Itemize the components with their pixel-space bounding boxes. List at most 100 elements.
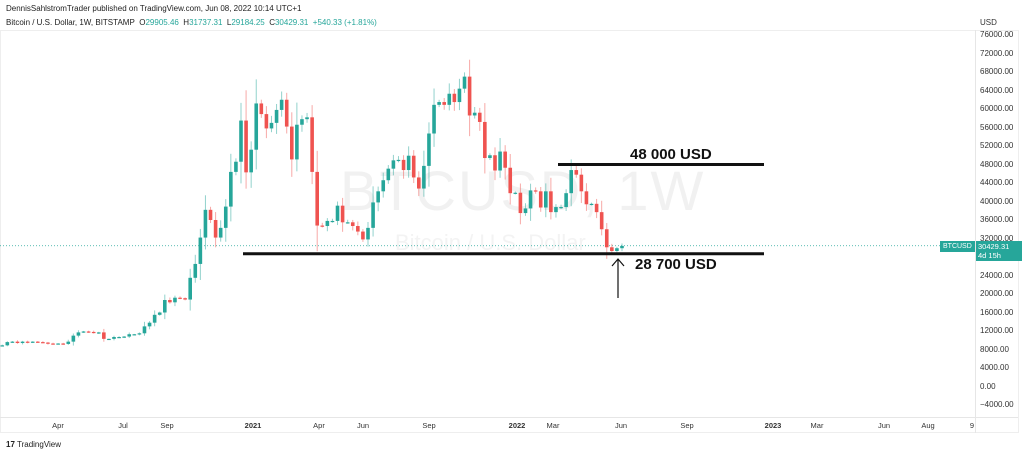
- candle: [91, 331, 96, 334]
- time-axis-label: Jun: [614, 421, 628, 430]
- time-axis-label: Mar: [546, 421, 560, 430]
- candle: [173, 297, 177, 303]
- candle: [533, 190, 538, 192]
- candle: [417, 177, 421, 189]
- time-axis-label: Apr: [52, 421, 64, 430]
- candle: [234, 161, 238, 172]
- candle: [300, 119, 304, 125]
- candle: [81, 331, 86, 333]
- support-annotation: 28 700 USD: [635, 256, 717, 273]
- price-axis-label: 4000.00: [980, 363, 1009, 372]
- price-axis-label: 56000.00: [980, 122, 1014, 132]
- candle: [574, 170, 579, 175]
- candle: [223, 206, 228, 228]
- candle: [127, 334, 132, 337]
- candle: [193, 263, 198, 278]
- candle: [10, 341, 15, 343]
- candle: [107, 338, 111, 341]
- candle: [584, 191, 589, 205]
- price-tag-countdown: 4d 15h: [978, 251, 1001, 260]
- candle: [579, 174, 584, 192]
- resistance-annotation: 48 000 USD: [630, 146, 712, 163]
- price-axis-label: 40000.00: [980, 196, 1014, 206]
- candle: [544, 191, 548, 208]
- candle: [457, 88, 462, 103]
- candle: [30, 341, 35, 343]
- candle: [305, 117, 309, 120]
- candle: [147, 322, 152, 327]
- candle: [290, 126, 294, 160]
- candle: [615, 248, 619, 251]
- time-axis-label: 2022: [508, 421, 526, 430]
- candle: [472, 112, 477, 116]
- candle: [168, 300, 172, 303]
- time-axis-label: 2021: [244, 421, 262, 430]
- change-value: +540.33 (+1.81%): [312, 18, 377, 27]
- candles: [0, 59, 624, 347]
- candle: [76, 332, 81, 336]
- price-tag: 30429.31 4d 15h: [976, 241, 1022, 261]
- candle: [376, 191, 380, 203]
- candle: [117, 337, 121, 339]
- candle: [396, 159, 401, 162]
- candle: [229, 171, 233, 207]
- candle: [340, 205, 345, 223]
- candle: [25, 341, 30, 343]
- time-axis-label: Sep: [160, 421, 174, 430]
- candle: [569, 170, 573, 194]
- price-axis-label: 20000.00: [980, 289, 1014, 298]
- high-label: H: [183, 18, 190, 27]
- candle: [66, 341, 71, 344]
- candle: [462, 76, 467, 89]
- price-axis-label: 48000.00: [980, 159, 1014, 169]
- candle: [56, 343, 60, 345]
- logo-text: TradingView: [16, 440, 62, 449]
- open-value: 29905.46: [145, 18, 179, 27]
- candle: [36, 341, 40, 343]
- candle: [71, 335, 76, 342]
- candle: [208, 209, 213, 220]
- price-tag-value: 30429.31: [978, 242, 1010, 251]
- candle: [345, 222, 350, 224]
- candle: [61, 343, 65, 345]
- candle: [51, 343, 55, 345]
- candle: [538, 191, 543, 208]
- candle: [467, 76, 472, 116]
- candle: [86, 331, 91, 333]
- price-axis-label: 68000.00: [980, 67, 1014, 76]
- candle: [259, 103, 264, 115]
- tv-logo-icon: 17: [6, 440, 15, 449]
- time-axis-label: Apr: [313, 421, 325, 430]
- candle: [178, 297, 182, 299]
- candle: [411, 155, 416, 178]
- candle: [5, 342, 10, 346]
- price-axis-label: 16000.00: [980, 307, 1014, 317]
- candle: [401, 159, 406, 171]
- candle: [142, 326, 147, 334]
- candle: [503, 151, 507, 168]
- candle: [564, 193, 568, 208]
- candle: [0, 345, 5, 347]
- candle: [46, 342, 50, 344]
- price-axis-label: 60000.00: [980, 104, 1014, 113]
- close-value: 30429.31: [274, 18, 309, 27]
- candle: [508, 167, 513, 194]
- candle: [610, 247, 614, 251]
- candle: [269, 122, 274, 129]
- candle: [274, 109, 279, 123]
- candle: [371, 202, 375, 228]
- candle: [96, 332, 101, 334]
- candle: [102, 332, 106, 339]
- candle: [361, 231, 365, 240]
- candle: [315, 171, 319, 226]
- time-axis-label: Sep: [680, 421, 694, 430]
- candle: [513, 192, 518, 194]
- price-axis-label: 12000.00: [980, 326, 1014, 335]
- time-axis-label: Mar: [810, 421, 824, 430]
- symbol-legend: Bitcoin / U.S. Dollar, 1W, BITSTAMP O299…: [6, 18, 377, 27]
- candle: [488, 155, 492, 159]
- candle: [620, 245, 624, 249]
- tradingview-logo[interactable]: 17 TradingView: [6, 440, 61, 449]
- candle: [122, 336, 126, 338]
